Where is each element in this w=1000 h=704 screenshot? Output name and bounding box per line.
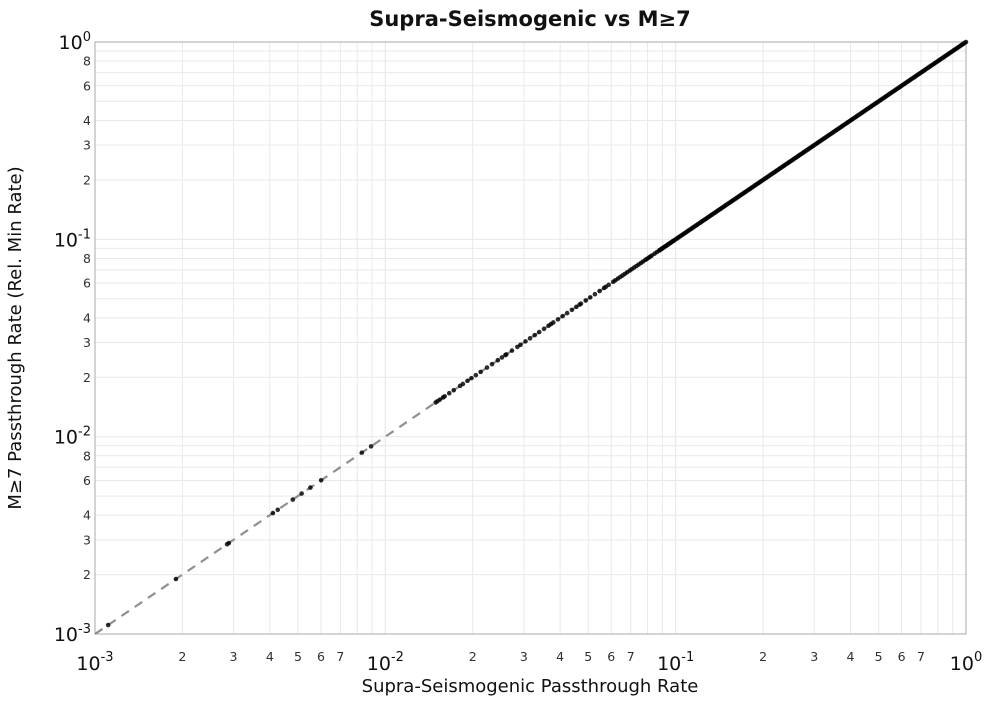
y-minor-tick-label: 8 bbox=[83, 54, 91, 69]
data-point bbox=[460, 381, 466, 387]
y-minor-tick-label: 6 bbox=[83, 276, 91, 291]
x-axis-title: Supra-Seismogenic Passthrough Rate bbox=[362, 676, 699, 697]
data-point bbox=[592, 291, 598, 297]
x-minor-tick-label: 3 bbox=[230, 649, 238, 664]
y-minor-tick-label: 3 bbox=[83, 532, 91, 547]
x-minor-tick-label: 3 bbox=[520, 649, 528, 664]
y-major-tick-label: 10-1 bbox=[54, 227, 91, 251]
data-point bbox=[270, 510, 276, 516]
x-minor-tick-label: 3 bbox=[810, 649, 818, 664]
y-minor-tick-label: 3 bbox=[83, 138, 91, 153]
data-point bbox=[523, 339, 528, 344]
x-minor-tick-label: 4 bbox=[846, 649, 854, 664]
x-minor-tick-label: 5 bbox=[294, 649, 302, 664]
data-point bbox=[368, 444, 374, 449]
y-minor-tick-label: 6 bbox=[83, 78, 91, 93]
x-minor-tick-label: 5 bbox=[584, 649, 592, 664]
y-minor-tick-label: 3 bbox=[83, 335, 91, 350]
data-point bbox=[299, 491, 304, 496]
data-point bbox=[583, 298, 589, 303]
x-minor-tick-label: 4 bbox=[556, 649, 564, 664]
x-minor-tick-label: 6 bbox=[317, 649, 325, 664]
data-point bbox=[275, 507, 281, 513]
y-axis-title: M≥7 Passthrough Rate (Rel. Min Rate) bbox=[5, 166, 26, 509]
chart-title: Supra-Seismogenic vs M≥7 bbox=[369, 7, 691, 31]
x-minor-tick-label: 2 bbox=[469, 649, 477, 664]
data-point bbox=[499, 355, 505, 360]
y-minor-tick-label: 8 bbox=[83, 251, 91, 266]
x-minor-tick-label: 2 bbox=[178, 649, 186, 664]
x-minor-tick-label: 2 bbox=[759, 649, 767, 664]
scatter-points bbox=[105, 39, 969, 628]
data-point bbox=[489, 361, 495, 367]
x-minor-tick-label: 6 bbox=[607, 649, 615, 664]
y-minor-tick-label: 8 bbox=[83, 448, 91, 463]
x-major-tick-label: 10-3 bbox=[76, 650, 113, 675]
data-point bbox=[564, 310, 570, 316]
x-major-tick-label: 10-2 bbox=[367, 650, 404, 675]
y-minor-tick-label: 4 bbox=[83, 310, 91, 325]
data-point bbox=[587, 295, 593, 300]
x-minor-tick-label: 7 bbox=[917, 649, 925, 664]
data-point bbox=[569, 307, 575, 313]
data-point bbox=[478, 369, 483, 375]
x-minor-tick-label: 5 bbox=[875, 649, 883, 664]
data-point bbox=[963, 39, 969, 45]
data-point bbox=[518, 342, 523, 348]
data-point bbox=[606, 282, 612, 288]
data-point bbox=[527, 336, 533, 341]
data-point bbox=[532, 332, 538, 338]
data-point bbox=[442, 394, 447, 399]
data-point bbox=[451, 387, 457, 393]
data-point bbox=[578, 301, 584, 306]
data-point bbox=[290, 497, 296, 502]
data-point bbox=[437, 397, 443, 402]
data-point bbox=[469, 375, 474, 381]
y-minor-tick-label: 2 bbox=[83, 567, 91, 582]
x-minor-tick-label: 7 bbox=[336, 649, 344, 664]
x-minor-tick-label: 7 bbox=[627, 649, 635, 664]
y-minor-tick-label: 2 bbox=[83, 370, 91, 385]
y-major-tick-label: 10-3 bbox=[54, 622, 91, 646]
data-point bbox=[446, 390, 452, 396]
y-major-tick-label: 10-2 bbox=[54, 425, 91, 449]
y-minor-tick-label: 4 bbox=[83, 508, 91, 523]
x-minor-tick-label: 4 bbox=[266, 649, 274, 664]
y-minor-tick-label: 6 bbox=[83, 473, 91, 488]
y-major-tick-label: 100 bbox=[59, 30, 91, 54]
data-point bbox=[359, 450, 365, 455]
data-point bbox=[173, 576, 179, 582]
x-minor-tick-label: 6 bbox=[898, 649, 906, 664]
data-point bbox=[560, 313, 565, 319]
data-point bbox=[536, 329, 542, 335]
x-major-tick-label: 10-1 bbox=[657, 650, 694, 675]
plot-border bbox=[94, 41, 967, 635]
y-minor-tick-label: 2 bbox=[83, 172, 91, 187]
y-minor-tick-label: 4 bbox=[83, 113, 91, 128]
data-point bbox=[555, 317, 561, 322]
data-point bbox=[574, 304, 579, 310]
data-point bbox=[308, 485, 313, 490]
data-point bbox=[318, 478, 324, 483]
data-point bbox=[226, 540, 232, 546]
data-point bbox=[503, 352, 509, 357]
gridlines bbox=[95, 42, 966, 634]
data-point bbox=[105, 622, 111, 628]
data-point bbox=[541, 326, 547, 332]
data-point bbox=[484, 365, 490, 370]
data-point bbox=[597, 288, 602, 294]
data-point bbox=[465, 378, 470, 384]
data-point bbox=[495, 357, 501, 363]
data-point bbox=[551, 320, 556, 325]
data-point bbox=[509, 348, 515, 353]
x-major-tick-label: 100 bbox=[950, 650, 982, 675]
data-point bbox=[473, 372, 479, 378]
